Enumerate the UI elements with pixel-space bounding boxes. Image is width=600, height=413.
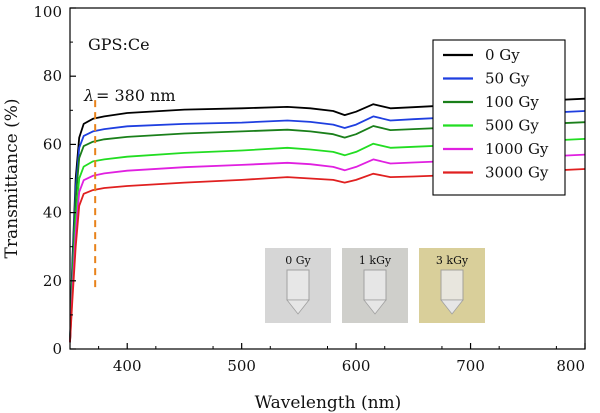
legend-label: 1000 Gy [485, 140, 549, 158]
x-tick-label: 800 [556, 357, 585, 375]
legend-entry: 0 Gy [443, 46, 520, 64]
vial-shape [286, 269, 310, 301]
x-tick-label: 600 [342, 357, 371, 375]
vial-tip [440, 299, 464, 315]
series-line [69, 138, 586, 343]
lambda-annotation: λ = 380 nm [83, 86, 176, 105]
legend-label: 50 Gy [485, 70, 530, 88]
legend-entry: 100 Gy [443, 93, 539, 111]
legend-entry: 500 Gy [443, 117, 539, 135]
x-tick-label: 500 [227, 357, 256, 375]
legend-entry: 1000 Gy [443, 140, 549, 158]
vial-tip [363, 299, 387, 315]
lambda-text: = 380 nm [96, 86, 176, 105]
vial-tip [286, 299, 310, 315]
legend-label: 3000 Gy [485, 164, 549, 182]
y-tick-label: 100 [33, 3, 62, 21]
y-tick-label: 60 [43, 135, 62, 153]
vial-shape [440, 269, 464, 301]
y-tick-label: 80 [43, 67, 62, 85]
axes: 400 500 600 700 800 0 20 40 60 80 100 [33, 3, 586, 375]
y-tick-label: 20 [43, 272, 62, 290]
x-axis-label: Wavelength (nm) [255, 393, 402, 413]
inset-photo: 0 Gy [265, 248, 331, 323]
legend-label: 0 Gy [485, 46, 520, 64]
y-tick-label: 40 [43, 204, 62, 222]
legend-box [432, 39, 566, 196]
series-line [69, 97, 586, 343]
x-tick-label: 700 [456, 357, 485, 375]
series-line [69, 153, 586, 343]
legend-entry: 50 Gy [443, 70, 530, 88]
lambda-symbol: λ [83, 86, 94, 105]
sample-label: GPS:Ce [88, 35, 150, 54]
y-axis-label: Transmittance (%) [2, 99, 22, 259]
series-lines [69, 97, 586, 343]
legend-entry: 3000 Gy [443, 164, 549, 182]
inset-photo: 1 kGy [342, 248, 408, 323]
inset-photos: 0 Gy 1 kGy 3 kGy [265, 248, 485, 323]
photo-label: 3 kGy [436, 254, 469, 267]
series-line [69, 168, 586, 343]
x-tick-label: 400 [113, 357, 142, 375]
legend-label: 100 Gy [485, 93, 539, 111]
legend-label: 500 Gy [485, 117, 539, 135]
vial-shape [363, 269, 387, 301]
y-tick-label: 0 [52, 340, 62, 358]
series-line [69, 121, 586, 343]
legend: 0 Gy 50 Gy 100 Gy 500 Gy 1000 Gy 3000 Gy [432, 39, 566, 196]
series-line [69, 110, 586, 343]
photo-label: 0 Gy [285, 254, 311, 267]
photo-label: 1 kGy [359, 254, 392, 267]
inset-photo: 3 kGy [419, 248, 485, 323]
